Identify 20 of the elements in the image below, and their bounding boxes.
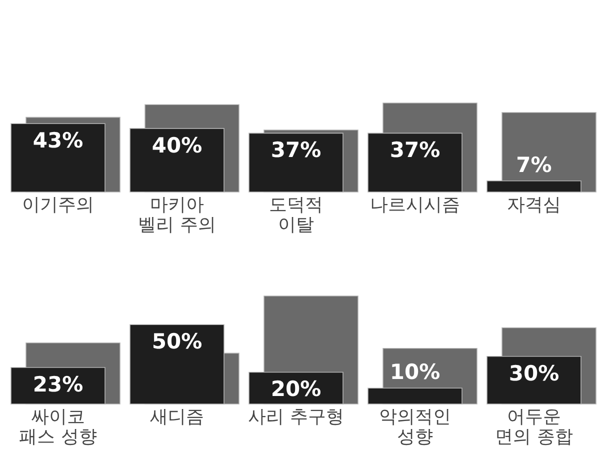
data-label: 50% [152,330,202,354]
x-tick-label: 어두운 면의 종합 [495,406,573,448]
x-tick-label: 나르시시즘 [370,194,460,216]
x-tick-label: 이기주의 [22,194,94,216]
x-tick-label: 마키아 벨리 주의 [138,194,216,236]
x-tick-label: 자격심 [506,194,561,216]
x-tick-label: 새디즘 [150,406,204,428]
data-label: 20% [270,377,322,402]
x-tick-label: 싸이코 패스 성향 [19,406,97,448]
data-label: 37% [270,138,322,162]
data-label: 37% [390,138,440,162]
x-tick-label: 도덕적 이탈 [269,194,323,236]
data-label: 7% [516,152,552,177]
x-tick-label: 악의적인 성향 [379,406,451,448]
data-label: 43% [32,128,84,153]
data-label: 40% [152,133,202,158]
x-tick-label: 사리 추구형 [248,406,344,428]
data-label: 10% [390,360,440,384]
data-label: 30% [508,361,560,386]
data-label: 23% [32,372,84,396]
